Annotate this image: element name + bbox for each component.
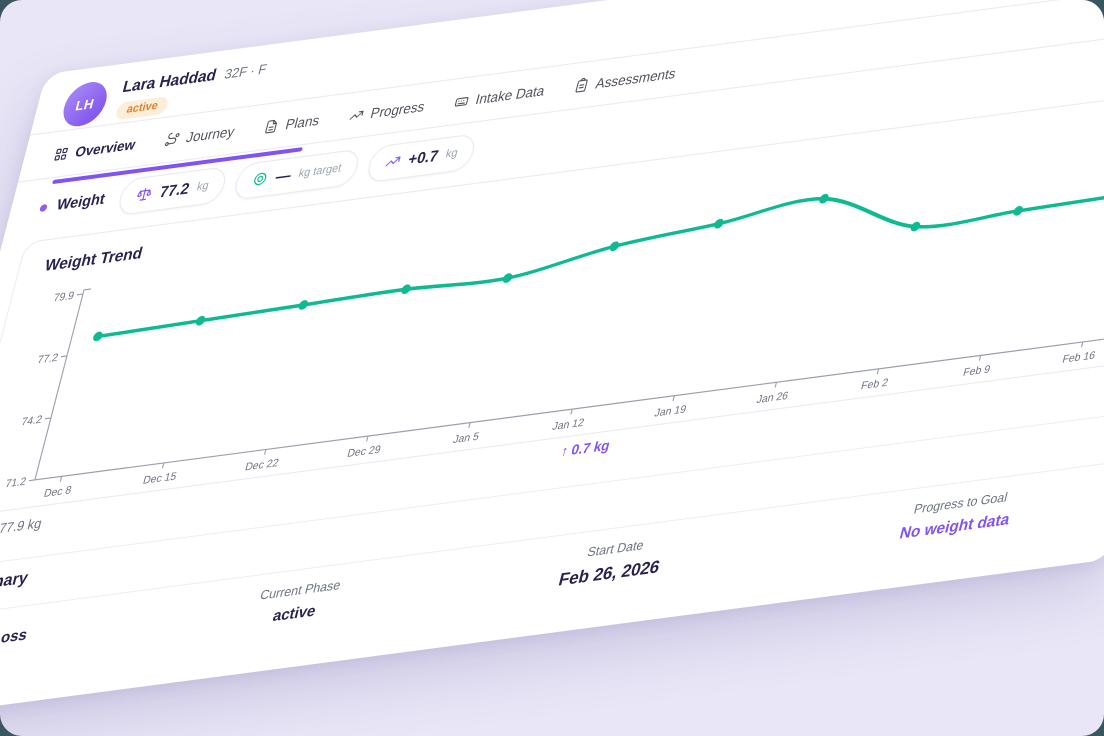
data-point-Dec 8: [93, 331, 103, 342]
weight-metric-label: Weight: [54, 191, 107, 215]
tab-bar: Overview Journey Plans Progress Intake Data A…: [17, 0, 1104, 183]
summary-field-start-date: Start Date Feb 26, 2026: [556, 535, 667, 591]
svg-text:74.2: 74.2: [20, 414, 43, 429]
chip-value: +0.7: [406, 146, 441, 169]
svg-text:Dec 8: Dec 8: [42, 484, 72, 500]
start-weight-stat: 77.9 kg: [0, 515, 44, 537]
metric-chip-2: +0.7 kg: [364, 132, 479, 183]
tab-intake-data[interactable]: Intake Data: [452, 82, 547, 110]
svg-text:Feb 2: Feb 2: [860, 377, 890, 393]
metric-chip-1: — kg target: [231, 147, 362, 201]
metrics-row: Weight 77.2 kg — kg target +0.7 kg: [35, 130, 479, 229]
route-icon: [163, 130, 182, 148]
svg-text:79.9: 79.9: [52, 290, 75, 305]
weight-change-annotation: ↑ 0.7 kg: [559, 437, 612, 460]
summary-field-current-phase: Current Phase active: [252, 577, 343, 628]
data-point-Jan 26: [819, 193, 829, 204]
data-point-Jan 19: [714, 218, 724, 229]
tab-label: Plans: [283, 111, 322, 132]
grid-icon: [52, 145, 71, 163]
data-point-Jan 5: [502, 273, 513, 283]
data-point-Dec 29: [401, 284, 411, 295]
field-value: Weight Loss: [0, 625, 30, 655]
weight-dot-icon: [39, 203, 48, 212]
chip-value: —: [273, 166, 294, 186]
chip-unit: kg: [195, 179, 211, 194]
svg-text:Jan 12: Jan 12: [551, 417, 585, 433]
data-point-Jan 12: [609, 241, 620, 252]
chip-unit: kg target: [297, 162, 343, 181]
svg-text:Jan 26: Jan 26: [755, 390, 789, 406]
chip-unit: kg: [444, 146, 460, 161]
tab-assessments[interactable]: Assessments: [572, 64, 678, 94]
data-point-Dec 22: [298, 300, 308, 310]
metric-chip-0: 77.2 kg: [115, 165, 230, 216]
weight-trend-chart: 79.9 77.2 74.2 71.2 Dec 8 Dec 15 Dec 22 Dec 29 J…: [4, 176, 1104, 500]
target-icon: [250, 170, 270, 189]
chip-value: 77.2: [157, 179, 192, 201]
svg-text:Jan 19: Jan 19: [653, 403, 687, 419]
tab-label: Progress: [368, 98, 427, 121]
tab-label: Journey: [184, 123, 237, 145]
summary-field-program: Weight Loss: [0, 619, 31, 655]
keyboard-icon: [452, 92, 471, 110]
svg-text:Feb 16: Feb 16: [1061, 350, 1096, 366]
scale-icon: [134, 185, 154, 204]
summary-heading: Summary: [0, 569, 30, 597]
svg-text:71.2: 71.2: [4, 476, 27, 491]
tab-overview[interactable]: Overview: [52, 136, 137, 162]
avatar: LH: [58, 79, 112, 129]
tab-label: Assessments: [594, 64, 678, 92]
data-point-Dec 15: [195, 315, 206, 326]
tab-label: Intake Data: [474, 82, 547, 107]
clipboard-icon: [572, 76, 591, 94]
svg-text:77.2: 77.2: [36, 352, 59, 367]
summary-field-progress-to-goal: Progress to Goal No weight data: [897, 489, 1017, 544]
tab-journey[interactable]: Journey: [163, 123, 236, 148]
tab-label: Overview: [73, 136, 138, 160]
patient-demographics: 32F · F: [222, 60, 269, 82]
document-icon: [262, 117, 281, 135]
patient-name: Lara Haddad: [120, 66, 219, 97]
data-point-Feb 2: [910, 221, 921, 232]
svg-text:Feb 9: Feb 9: [962, 363, 992, 379]
trend-icon: [383, 152, 403, 171]
data-point-Feb 9: [1013, 206, 1023, 216]
field-label: Current Phase: [258, 577, 343, 603]
chart-title: Weight Trend: [42, 244, 145, 276]
svg-text:Dec 22: Dec 22: [244, 457, 280, 473]
svg-text:Jan 5: Jan 5: [452, 431, 481, 446]
svg-text:Dec 15: Dec 15: [142, 471, 178, 487]
tab-plans[interactable]: Plans: [262, 112, 321, 135]
field-value: Feb 26, 2026: [556, 556, 662, 590]
trending-up-icon: [347, 106, 366, 124]
svg-text:Dec 29: Dec 29: [346, 444, 382, 460]
tab-progress[interactable]: Progress: [347, 98, 427, 124]
field-value: active: [270, 602, 318, 626]
weight-trend-panel: Weight Trend 79.9 77.2 74.2 71.2 Dec 8 Dec 15…: [0, 86, 1104, 518]
